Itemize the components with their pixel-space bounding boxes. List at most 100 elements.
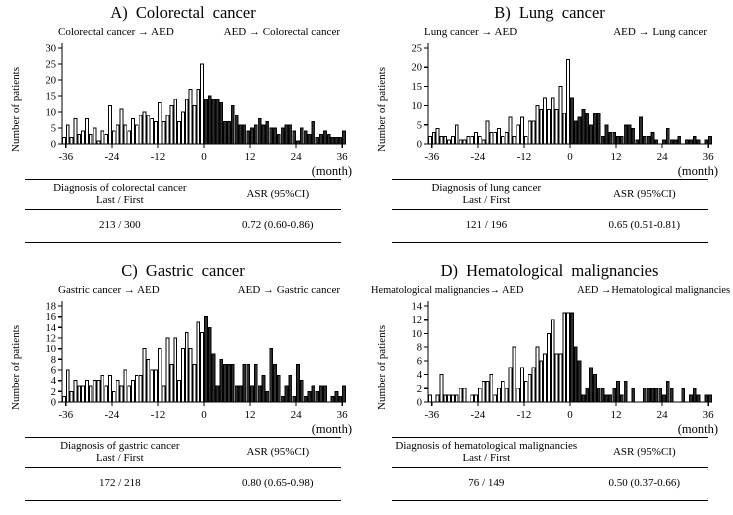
svg-text:20: 20 — [46, 76, 57, 87]
svg-text:10: 10 — [46, 344, 57, 355]
diagnosis-header-cell: Diagnosis of lung cancer Last / First — [431, 182, 542, 206]
svg-text:16: 16 — [46, 312, 57, 323]
svg-text:0: 0 — [201, 151, 207, 163]
y-axis-label-d: Number of patients — [376, 324, 388, 410]
legend-row-c: Gastric cancer → AED AED → Gastric cance… — [0, 282, 366, 298]
y-axis-label-c: Number of patients — [10, 324, 22, 410]
svg-text:12: 12 — [611, 151, 622, 163]
svg-text:14: 14 — [412, 302, 423, 313]
legend-after-aed: AED → Colorectal cancer — [223, 26, 340, 38]
svg-text:-36: -36 — [59, 409, 74, 421]
svg-text:8: 8 — [417, 343, 422, 354]
panel-title-d: D) Hematological malignancies — [440, 261, 659, 280]
summary-table-a: Diagnosis of colorectal cancer Last / Fi… — [25, 179, 341, 243]
svg-text:10: 10 — [412, 101, 423, 112]
svg-text:-36: -36 — [425, 409, 440, 421]
svg-text:24: 24 — [291, 409, 303, 421]
svg-text:12: 12 — [46, 334, 57, 345]
asr-header-cell: ASR (95%CI) — [612, 446, 676, 458]
svg-text:8: 8 — [51, 355, 56, 366]
counts-cell: 172 / 218 — [99, 477, 141, 489]
svg-text:18: 18 — [46, 302, 57, 313]
legend-row-b: Lung cancer → AED AED → Lung cancer — [366, 24, 733, 40]
diagnosis-header-cell: Diagnosis of gastric cancer Last / First — [60, 440, 180, 464]
svg-text:-12: -12 — [151, 151, 166, 163]
chart-area-c: Number of patients 0 2 4 6 8 10 12 14 16 18 -36 -24… — [0, 298, 366, 436]
svg-text:0: 0 — [417, 398, 422, 409]
svg-text:0: 0 — [51, 398, 56, 409]
asr-value-cell: 0.50 (0.37-0.66) — [608, 477, 681, 489]
legend-before-aed: Gastric cancer → AED — [58, 284, 160, 296]
svg-text:-12: -12 — [517, 409, 532, 421]
svg-text:36: 36 — [337, 151, 349, 163]
svg-text:12: 12 — [611, 409, 622, 421]
asr-value-cell: 0.72 (0.60-0.86) — [242, 219, 314, 231]
svg-text:6: 6 — [51, 366, 56, 377]
legend-after-aed: AED →Hematological malignancies — [577, 284, 730, 296]
svg-text:0: 0 — [567, 409, 573, 421]
panel-title-b: B) Lung cancer — [494, 3, 605, 22]
svg-text:10: 10 — [46, 108, 57, 119]
legend-row-d: Hematological malignancies→ AED AED →Hem… — [366, 282, 733, 298]
legend-row-a: Colorectal cancer → AED AED → Colorectal… — [0, 24, 366, 40]
svg-text:30: 30 — [46, 44, 57, 55]
svg-text:4: 4 — [51, 376, 57, 387]
chart-area-a: Number of patients 0 5 10 15 20 25 30 -36 -24 -12… — [0, 40, 366, 178]
legend-before-aed: Hematological malignancies→ AED — [371, 284, 524, 296]
svg-text:(month): (month) — [678, 422, 718, 436]
svg-text:15: 15 — [46, 92, 57, 103]
summary-table-c: Diagnosis of gastric cancer Last / First… — [25, 437, 341, 501]
svg-text:2: 2 — [51, 387, 56, 398]
svg-text:0: 0 — [567, 151, 573, 163]
svg-text:0: 0 — [51, 140, 56, 151]
asr-value-cell: 0.80 (0.65-0.98) — [242, 477, 314, 489]
svg-text:36: 36 — [337, 409, 349, 421]
svg-text:24: 24 — [657, 151, 669, 163]
panel-colorectal: A) Colorectal cancer Colorectal cancer →… — [0, 0, 366, 258]
svg-text:-36: -36 — [425, 151, 440, 163]
svg-text:0: 0 — [201, 409, 207, 421]
svg-text:(month): (month) — [312, 164, 352, 178]
table-value-row: 121 / 196 0.65 (0.51-0.81) — [391, 210, 708, 243]
diagnosis-header-cell: Diagnosis of hematological malignancies … — [395, 440, 578, 464]
svg-text:36: 36 — [703, 151, 715, 163]
svg-text:10: 10 — [412, 329, 423, 340]
legend-after-aed: AED → Lung cancer — [613, 26, 707, 38]
svg-text:12: 12 — [245, 151, 256, 163]
counts-cell: 213 / 300 — [99, 219, 141, 231]
legend-before-aed: Colorectal cancer → AED — [58, 26, 174, 38]
chart-area-b: Number of patients 0 5 10 15 20 25 -36 -24 -12 0 1… — [366, 40, 733, 178]
legend-before-aed: Lung cancer → AED — [424, 26, 518, 38]
panel-lung: B) Lung cancer Lung cancer → AED AED → L… — [366, 0, 733, 258]
svg-text:5: 5 — [51, 124, 56, 135]
svg-text:-24: -24 — [105, 409, 120, 421]
asr-header-cell: ASR (95%CI) — [612, 188, 676, 200]
svg-text:25: 25 — [412, 44, 423, 55]
svg-text:-36: -36 — [59, 151, 74, 163]
svg-text:-24: -24 — [105, 151, 120, 163]
svg-text:25: 25 — [46, 60, 57, 71]
svg-text:15: 15 — [412, 82, 423, 93]
histogram-colorectal: 0 5 10 15 20 25 30 -36 -24 -12 0 12 24 36(month) — [46, 43, 352, 178]
svg-text:12: 12 — [412, 315, 423, 326]
histogram-lung: 0 5 10 15 20 25 -36 -24 -12 0 12 24 36(month) — [412, 43, 718, 178]
svg-text:12: 12 — [245, 409, 256, 421]
asr-value-cell: 0.65 (0.51-0.81) — [608, 219, 681, 231]
panel-gastric: C) Gastric cancer Gastric cancer → AED A… — [0, 258, 366, 515]
table-header-row: Diagnosis of gastric cancer Last / First… — [25, 437, 341, 468]
svg-text:(month): (month) — [312, 422, 352, 436]
counts-cell: 76 / 149 — [468, 477, 505, 489]
svg-text:5: 5 — [417, 120, 422, 131]
summary-table-d: Diagnosis of hematological malignancies … — [391, 437, 708, 501]
svg-text:-24: -24 — [471, 151, 486, 163]
table-header-row: Diagnosis of lung cancer Last / First AS… — [391, 179, 708, 210]
svg-text:-12: -12 — [151, 409, 166, 421]
summary-table-b: Diagnosis of lung cancer Last / First AS… — [391, 179, 708, 243]
counts-cell: 121 / 196 — [465, 219, 508, 231]
diagnosis-header-cell: Diagnosis of colorectal cancer Last / Fi… — [53, 182, 187, 206]
svg-text:24: 24 — [657, 409, 669, 421]
svg-text:14: 14 — [46, 323, 57, 334]
